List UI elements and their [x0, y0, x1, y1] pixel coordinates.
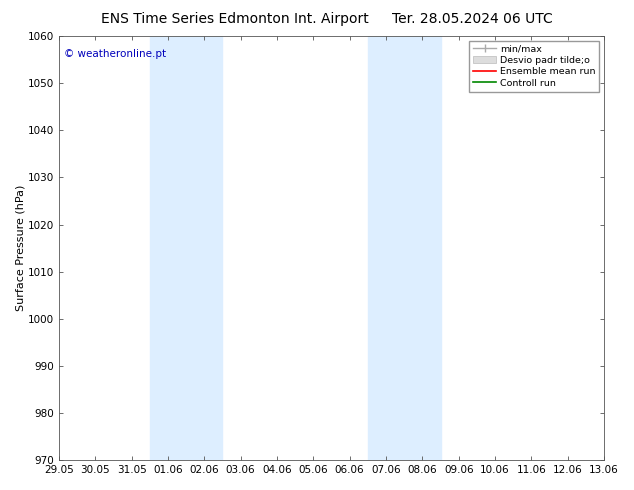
Text: Ter. 28.05.2024 06 UTC: Ter. 28.05.2024 06 UTC	[392, 12, 553, 26]
Y-axis label: Surface Pressure (hPa): Surface Pressure (hPa)	[15, 185, 25, 311]
Bar	[368, 36, 441, 460]
Text: © weatheronline.pt: © weatheronline.pt	[64, 49, 167, 59]
Bar	[150, 36, 223, 460]
Text: ENS Time Series Edmonton Int. Airport: ENS Time Series Edmonton Int. Airport	[101, 12, 368, 26]
Legend: min/max, Desvio padr tilde;o, Ensemble mean run, Controll run: min/max, Desvio padr tilde;o, Ensemble m…	[469, 41, 599, 92]
